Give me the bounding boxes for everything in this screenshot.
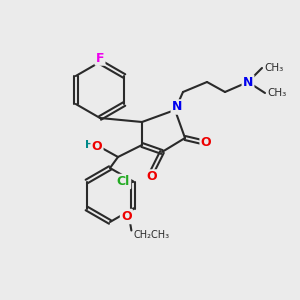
Text: CH₃: CH₃ (264, 63, 283, 73)
Text: CH₃: CH₃ (267, 88, 286, 98)
Text: O: O (121, 210, 132, 223)
Text: O: O (201, 136, 211, 148)
Text: CH₂CH₃: CH₂CH₃ (134, 230, 169, 239)
Text: O: O (147, 170, 157, 184)
Text: N: N (243, 76, 253, 88)
Text: Cl: Cl (117, 175, 130, 188)
Text: F: F (96, 52, 104, 64)
Text: N: N (172, 100, 182, 113)
Text: H: H (85, 140, 94, 150)
Text: O: O (92, 140, 102, 152)
